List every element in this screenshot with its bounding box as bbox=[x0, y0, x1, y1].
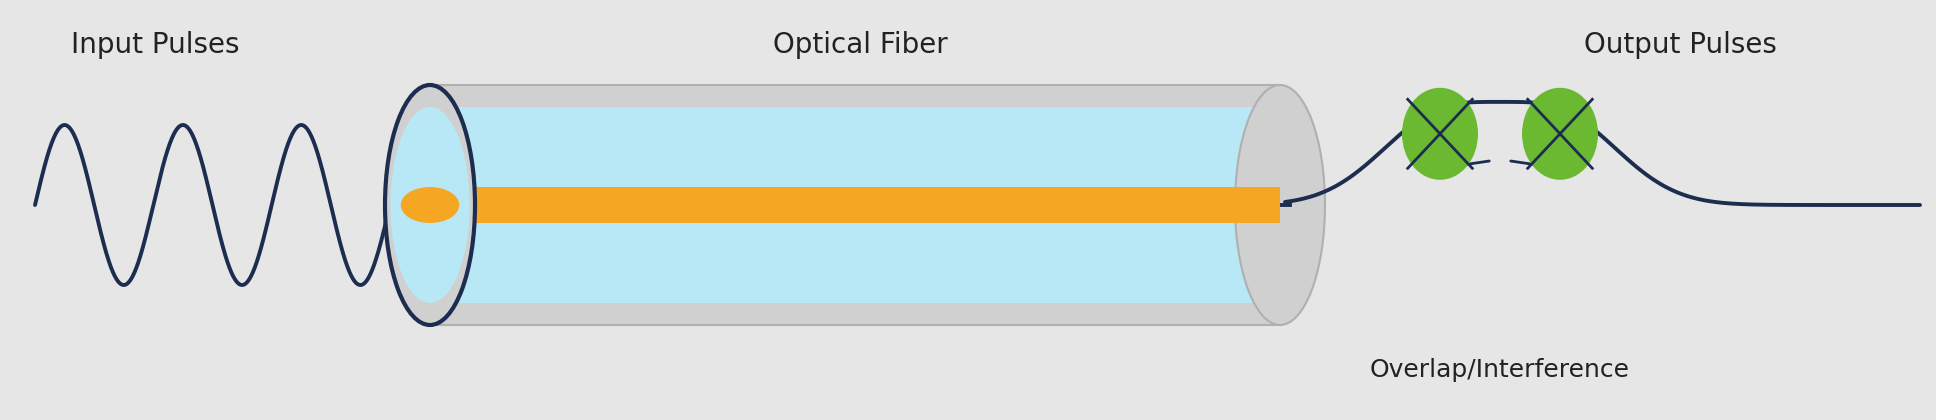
Text: Overlap/Interference: Overlap/Interference bbox=[1371, 358, 1630, 382]
Bar bbox=[430, 107, 1280, 303]
Ellipse shape bbox=[401, 187, 459, 223]
Ellipse shape bbox=[385, 85, 474, 325]
Ellipse shape bbox=[1402, 88, 1477, 180]
Bar bbox=[430, 187, 1280, 223]
Text: Input Pulses: Input Pulses bbox=[72, 31, 240, 59]
Bar bbox=[430, 85, 1280, 325]
Text: Optical Fiber: Optical Fiber bbox=[772, 31, 947, 59]
Ellipse shape bbox=[1522, 88, 1597, 180]
Text: Output Pulses: Output Pulses bbox=[1584, 31, 1777, 59]
Ellipse shape bbox=[391, 107, 470, 303]
Ellipse shape bbox=[1235, 85, 1324, 325]
